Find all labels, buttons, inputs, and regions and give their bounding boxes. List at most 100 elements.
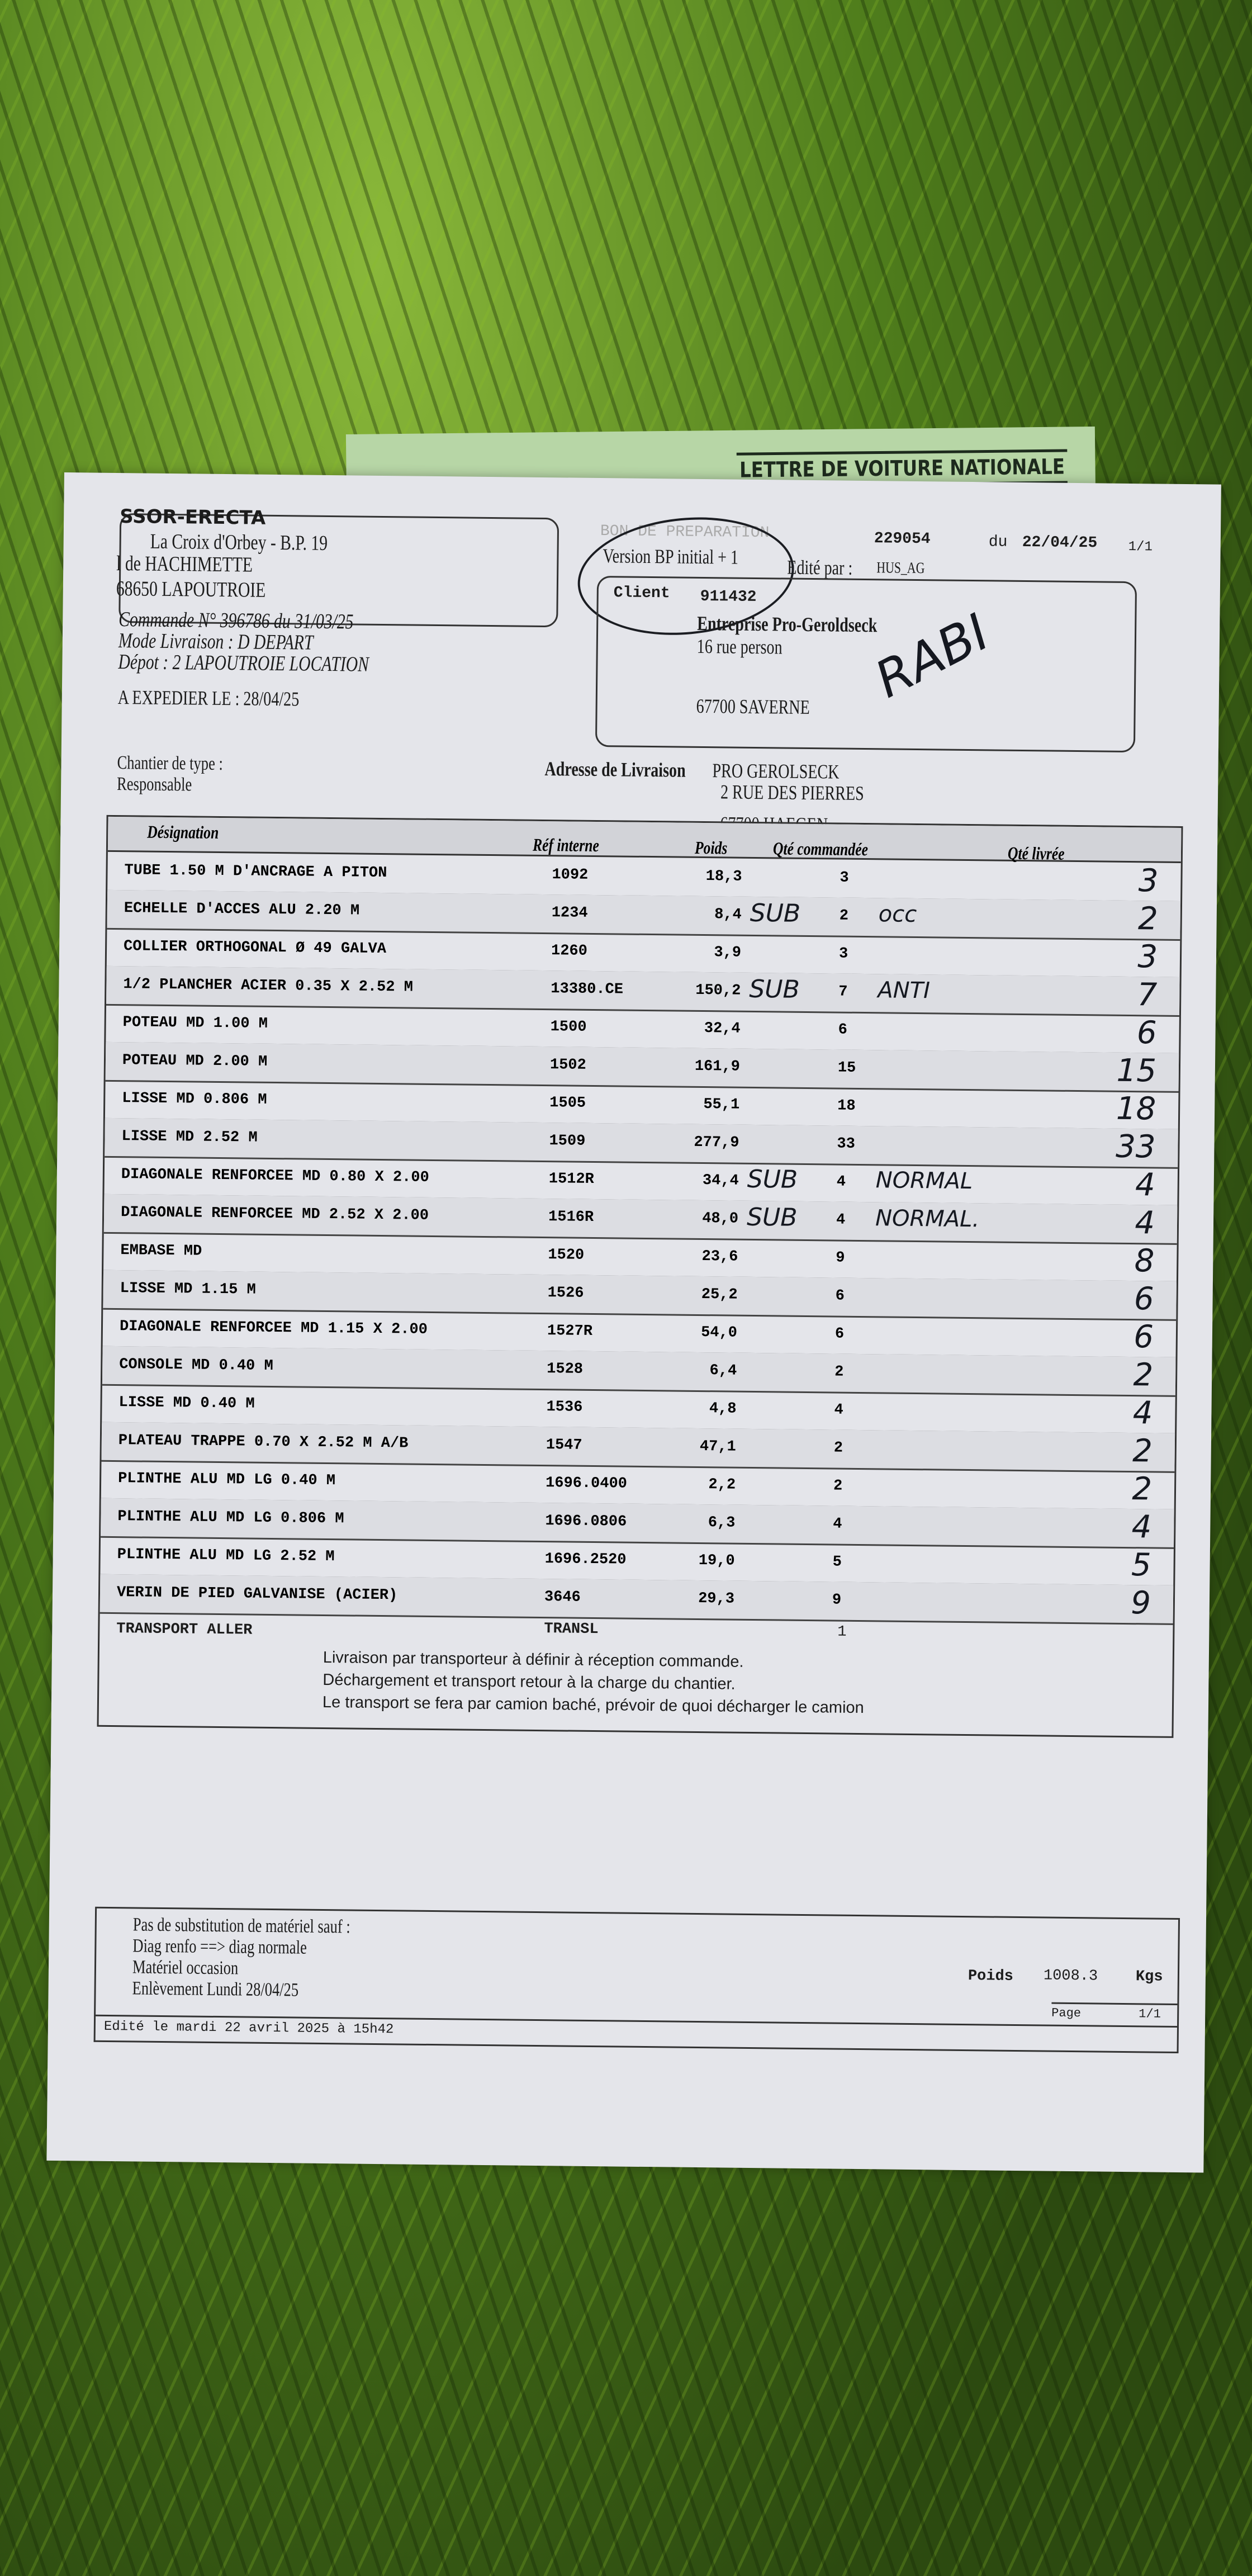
transport-qte: 1 [837, 1623, 847, 1641]
footer-notes: Pas de substitution de matériel sauf : D… [132, 1914, 350, 2001]
edited-by-label: Edité par : [787, 556, 853, 579]
cell-qte-commandee: 3 [838, 945, 848, 963]
cell-poids: 8,4 [714, 906, 742, 924]
cell-qte-commandee: 3 [840, 869, 849, 887]
cell-qte-commandee: 2 [834, 1363, 844, 1381]
cell-poids: 19,0 [698, 1552, 735, 1570]
ship-date: A EXPEDIER LE : 28/04/25 [117, 686, 300, 711]
transport-designation: TRANSPORT ALLER [116, 1621, 253, 1639]
cell-designation: DIAGONALE RENFORCEE MD 1.15 X 2.00 [119, 1318, 428, 1338]
page-label: Page [1051, 2006, 1082, 2021]
client-street: 16 rue person [696, 634, 782, 659]
header-designation: Désignation [147, 821, 219, 842]
cell-qte-commandee: 4 [836, 1211, 846, 1229]
handwritten-qte-livree: 4 [1131, 1509, 1152, 1546]
handwritten-qte-livree: 6 [1133, 1319, 1154, 1356]
handwritten-note: NORMAL. [875, 1205, 980, 1233]
handwritten-qte-livree: 7 [1137, 977, 1158, 1014]
cell-poids: 2,2 [708, 1476, 736, 1494]
preparation-document: SSOR-ERECTA La Croix d'Orbey - B.P. 19 l… [46, 472, 1221, 2173]
handwritten-note: occ [878, 901, 917, 928]
cell-poids: 29,3 [698, 1590, 735, 1608]
transport-notes: Livraison par transporteur à définir à r… [323, 1646, 865, 1719]
handwritten-sub: SUB [749, 974, 800, 1004]
cell-ref: 3646 [544, 1589, 581, 1606]
client-name: Entreprise Pro-Geroldseck [697, 612, 878, 637]
footer-line: Diag renfo ==> diag normale [132, 1935, 307, 1958]
edited-by: HUS_AG [876, 559, 925, 577]
cell-poids: 54,0 [700, 1324, 738, 1342]
cell-poids: 23,6 [701, 1248, 738, 1266]
delivery-street: 2 RUE DES PIERRES [720, 780, 864, 805]
handwritten-qte-livree: 15 [1116, 1052, 1157, 1090]
cell-ref: 1536 [546, 1399, 583, 1416]
cell-qte-commandee: 9 [832, 1592, 842, 1609]
handwritten-qte-livree: 2 [1137, 901, 1159, 937]
cell-poids: 47,1 [699, 1438, 736, 1456]
cell-ref: 13380.CE [551, 981, 624, 998]
cell-qte-commandee: 6 [834, 1325, 845, 1343]
cell-designation: LISSE MD 1.15 M [120, 1280, 256, 1299]
cell-designation: 1/2 PLANCHER ACIER 0.35 X 2.52 M [123, 976, 414, 996]
page-number: 1/1 [1139, 2007, 1161, 2021]
header-poids: Poids [694, 837, 728, 858]
handwritten-qte-livree: 8 [1134, 1243, 1155, 1280]
sender-line3: 68650 LAPOUTROIE [116, 576, 266, 602]
cell-ref: 1505 [549, 1095, 586, 1112]
cell-designation: PLINTHE ALU MD LG 0.806 M [117, 1508, 344, 1528]
items-table: Désignation Réf interne Poids Qté comman… [97, 815, 1183, 1738]
cell-designation: EMBASE MD [120, 1242, 202, 1260]
header-ref: Réf interne [532, 834, 600, 856]
client-label: Client [613, 584, 670, 603]
total-weight-label: Poids [968, 1968, 1014, 1985]
handwritten-qte-livree: 3 [1137, 939, 1158, 976]
cell-ref: 1526 [547, 1285, 584, 1302]
cell-qte-commandee: 15 [837, 1059, 856, 1077]
cell-poids: 3,9 [714, 944, 742, 962]
handwritten-qte-livree: 5 [1131, 1547, 1151, 1584]
cell-ref: 1500 [550, 1019, 587, 1036]
handwritten-qte-livree: 18 [1116, 1090, 1156, 1128]
handwritten-qte-livree: 33 [1115, 1128, 1156, 1166]
handwritten-qte-livree: 9 [1130, 1585, 1151, 1622]
cell-designation: VERIN DE PIED GALVANISE (ACIER) [116, 1584, 398, 1604]
cell-designation: COLLIER ORTHOGONAL Ø 49 GALVA [123, 938, 387, 958]
total-weight-unit: Kgs [1135, 1968, 1163, 1986]
handwritten-qte-livree: 3 [1138, 863, 1159, 899]
cell-designation: ECHELLE D'ACCES ALU 2.20 M [124, 900, 360, 920]
cell-qte-commandee: 6 [835, 1287, 845, 1305]
cell-qte-commandee: 4 [833, 1516, 842, 1533]
cell-ref: 1520 [548, 1247, 585, 1264]
cell-poids: 32,4 [704, 1020, 741, 1038]
cell-poids: 34,4 [702, 1172, 739, 1190]
client-box [595, 575, 1137, 753]
client-city: 67700 SAVERNE [696, 694, 810, 718]
cell-ref: 1092 [552, 866, 589, 884]
handwritten-note: NORMAL [875, 1167, 973, 1195]
cell-designation: POTEAU MD 1.00 M [122, 1014, 268, 1033]
delivery-label: Adresse de Livraison [544, 757, 686, 782]
cell-designation: PLINTHE ALU MD LG 2.52 M [117, 1546, 335, 1566]
handwritten-qte-livree: 4 [1135, 1167, 1156, 1204]
sender-line2: l de HACHIMETTE [116, 551, 253, 577]
site-manager: Responsable [116, 774, 192, 795]
cell-qte-commandee: 33 [837, 1135, 856, 1153]
cell-qte-commandee: 18 [837, 1097, 856, 1115]
sender-name: SSOR-ERECTA [119, 505, 266, 529]
cell-poids: 4,8 [709, 1400, 737, 1418]
cell-ref: 1509 [549, 1133, 586, 1150]
cell-poids: 277,9 [694, 1134, 739, 1152]
handwritten-sub: SUB [746, 1202, 798, 1232]
document-date: 22/04/25 [1022, 533, 1098, 552]
client-number: 911432 [700, 588, 757, 606]
handwritten-qte-livree: 4 [1132, 1395, 1153, 1432]
handwritten-qte-livree: 2 [1133, 1357, 1154, 1394]
cell-ref: 1527R [547, 1323, 593, 1340]
cell-ref: 1512R [548, 1171, 594, 1188]
cell-ref: 1696.0400 [545, 1475, 628, 1493]
cell-qte-commandee: 7 [838, 983, 848, 1001]
date-label: du [988, 533, 1008, 551]
footer-line: Matériel occasion [132, 1957, 239, 1979]
edited-timestamp: Edité le mardi 22 avril 2025 à 15h42 [103, 2019, 394, 2038]
handwritten-qte-livree: 6 [1134, 1281, 1154, 1318]
